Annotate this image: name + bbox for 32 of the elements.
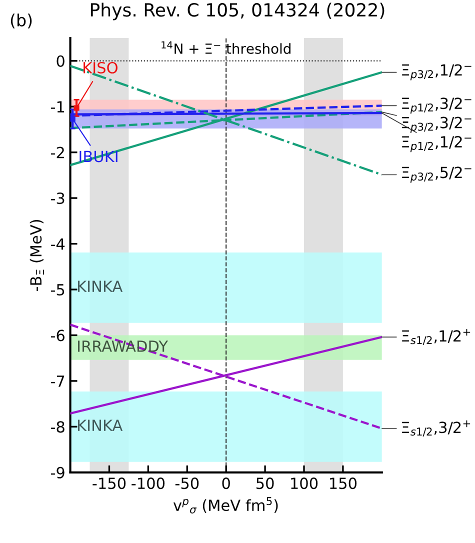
y-tick-label: -5 [50,284,64,296]
chart-title: Phys. Rev. C 105, 014324 (2022) [91,2,384,20]
x-tick-label: -50 [175,478,199,490]
y-tick-label: -8 [50,421,64,433]
text: Ξ$_{p1/2}$,1/2$^{−}$ [402,136,472,152]
y-tick-label: -7 [50,376,64,387]
y-tick-label: -3 [50,192,64,204]
band-label: KINKA [78,280,123,292]
text: KISO [84,62,118,74]
series-label: Ξ$_{s1/2}$,1/2$^{+}$ [402,328,470,346]
series-label: Ξ$_{p3/2}$,3/2$^{−}$ [402,116,472,133]
x-tick-label: 100 [291,478,318,490]
series-label: Ξ$_{p3/2}$,5/2$^{−}$ [402,166,472,183]
y-tick-label: -4 [50,238,65,250]
x-tick-label: 50 [256,478,274,490]
x-tick-label: 0 [222,478,230,490]
series-label: Ξ$_{p3/2}$,1/2$^{−}$ [402,64,472,80]
y-tick-label: 0 [56,55,64,67]
x-tick-label: -150 [92,478,126,490]
y-tick-label: -6 [50,330,64,342]
series-label: Ξ$_{s1/2}$,3/2$^{+}$ [402,420,470,436]
ref-line-label: $^{14}$N + Ξ$^{−}$ threshold [162,41,290,54]
x-tick-label: -100 [132,478,165,490]
x-axis-title: v$^{p}$$_{σ}$ (MeV fm$^{5}$) [173,497,278,514]
y-tick-label: -2 [50,146,64,158]
y-tick-label: -1 [50,101,64,112]
y-axis-title: -B$_{Ξ}$ (MeV) [30,220,44,292]
text: (b) [10,14,32,28]
band-label: KINKA [78,420,123,431]
series-label: Ξ$_{p1/2}$,3/2$^{−}$ [402,98,472,114]
x-tick-label: 150 [330,478,357,490]
y-tick-label: -9 [50,466,64,478]
